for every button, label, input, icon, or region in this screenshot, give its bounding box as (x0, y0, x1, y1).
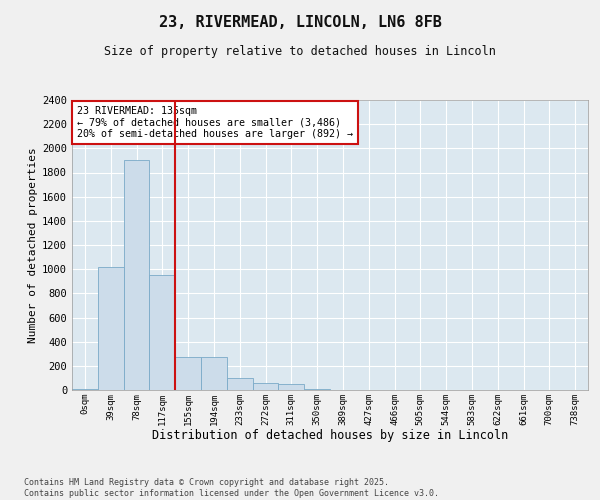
Text: 23 RIVERMEAD: 135sqm
← 79% of detached houses are smaller (3,486)
20% of semi-de: 23 RIVERMEAD: 135sqm ← 79% of detached h… (77, 106, 353, 139)
Bar (149, 275, 175, 390)
Bar (278, 384, 304, 390)
Bar (227, 378, 253, 390)
Bar (201, 358, 227, 390)
X-axis label: Distribution of detached houses by size in Lincoln: Distribution of detached houses by size … (152, 429, 508, 442)
Bar (253, 383, 278, 390)
Text: 23, RIVERMEAD, LINCOLN, LN6 8FB: 23, RIVERMEAD, LINCOLN, LN6 8FB (158, 15, 442, 30)
Y-axis label: Number of detached properties: Number of detached properties (28, 147, 38, 343)
Bar (175, 358, 201, 390)
Text: Size of property relative to detached houses in Lincoln: Size of property relative to detached ho… (104, 45, 496, 58)
Bar (98, 267, 124, 390)
Text: Contains HM Land Registry data © Crown copyright and database right 2025.
Contai: Contains HM Land Registry data © Crown c… (24, 478, 439, 498)
Bar (304, 389, 330, 390)
Bar (124, 160, 149, 390)
